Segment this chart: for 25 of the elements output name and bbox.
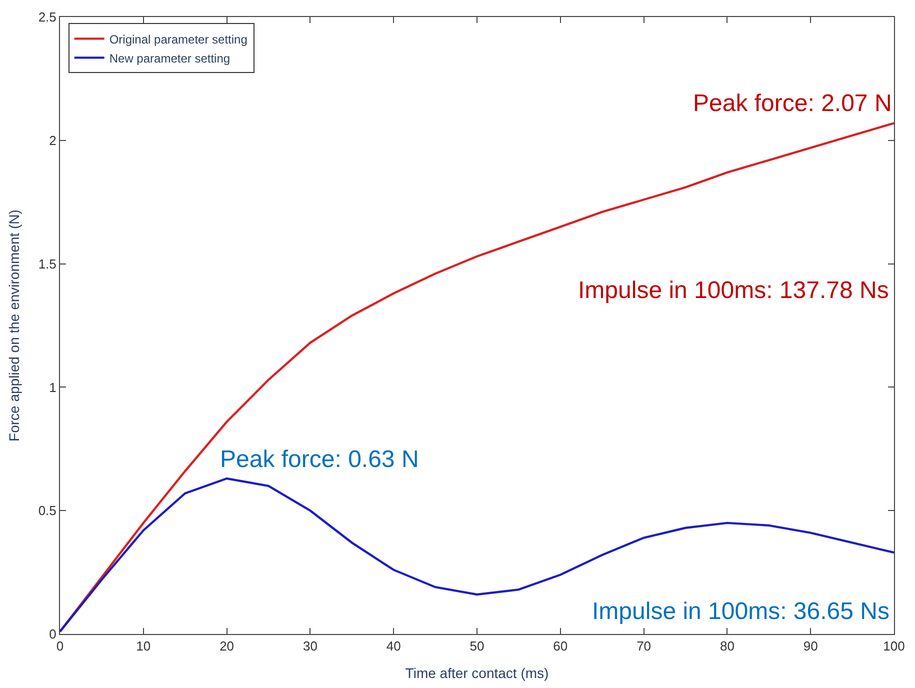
y-tick-label: 0.5 bbox=[38, 503, 56, 518]
x-tick-label: 100 bbox=[883, 638, 905, 654]
x-tick-label: 40 bbox=[386, 638, 401, 654]
legend-label: New parameter setting bbox=[109, 51, 230, 66]
x-tick-label: 60 bbox=[553, 638, 568, 654]
x-tick-label: 30 bbox=[302, 638, 318, 654]
y-tick-label: 1.5 bbox=[38, 256, 56, 272]
line-series bbox=[60, 477, 894, 633]
y-tick-label: 2.5 bbox=[38, 10, 56, 25]
annotation: Impulse in 100ms: 137.78 Ns bbox=[578, 277, 889, 304]
y-axis-title: Force applied on the environment (N) bbox=[6, 210, 22, 442]
x-tick-label: 80 bbox=[720, 638, 734, 654]
y-tick-label: 2 bbox=[49, 132, 56, 148]
x-tick-label: 70 bbox=[636, 638, 652, 654]
x-tick-label: 50 bbox=[470, 638, 484, 654]
x-tick-label: 10 bbox=[136, 638, 151, 654]
x-tick-label: 90 bbox=[803, 638, 818, 654]
x-axis-title: Time after contact (ms) bbox=[405, 664, 549, 681]
y-tick-label: 1 bbox=[49, 380, 56, 395]
x-tick-label: 20 bbox=[220, 638, 234, 654]
annotation: Impulse in 100ms: 36.65 Ns bbox=[592, 598, 890, 625]
y-tick-label: 0 bbox=[49, 626, 56, 642]
legend-label: Original parameter setting bbox=[109, 32, 248, 46]
annotation: Peak force: 2.07 N bbox=[693, 90, 892, 117]
annotation: Peak force: 0.63 N bbox=[220, 446, 419, 473]
